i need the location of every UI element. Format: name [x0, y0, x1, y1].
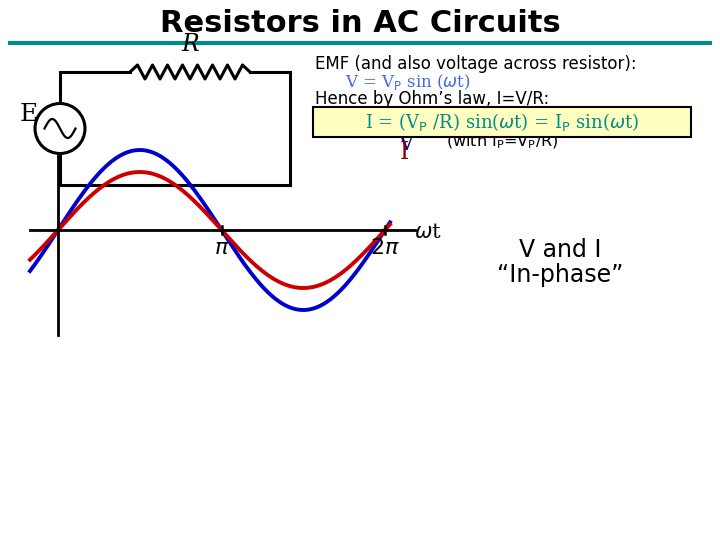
Text: V = V$_\mathrm{P}$ sin ($\omega$t): V = V$_\mathrm{P}$ sin ($\omega$t) [345, 72, 471, 92]
Text: V: V [397, 132, 414, 155]
Text: I = (V$_\mathrm{P}$ /R) sin($\omega$t) = I$_\mathrm{P}$ sin($\omega$t): I = (V$_\mathrm{P}$ /R) sin($\omega$t) =… [365, 111, 639, 133]
Text: (with I$_\mathrm{P}$=V$_\mathrm{P}$/R): (with I$_\mathrm{P}$=V$_\mathrm{P}$/R) [446, 133, 558, 151]
Text: “In-phase”: “In-phase” [497, 263, 624, 287]
Text: Resistors in AC Circuits: Resistors in AC Circuits [160, 10, 560, 38]
Text: R: R [181, 33, 199, 56]
Text: $\pi$: $\pi$ [214, 237, 230, 259]
Text: EMF (and also voltage across resistor):: EMF (and also voltage across resistor): [315, 55, 636, 73]
Text: $2\pi$: $2\pi$ [370, 237, 400, 259]
Text: E: E [19, 103, 38, 126]
Text: I: I [400, 141, 409, 164]
Text: Hence by Ohm’s law, I=V/R:: Hence by Ohm’s law, I=V/R: [315, 90, 549, 108]
FancyBboxPatch shape [313, 107, 691, 137]
Text: V and I: V and I [518, 238, 601, 262]
Text: $\omega$t: $\omega$t [414, 222, 442, 241]
Circle shape [35, 104, 85, 153]
